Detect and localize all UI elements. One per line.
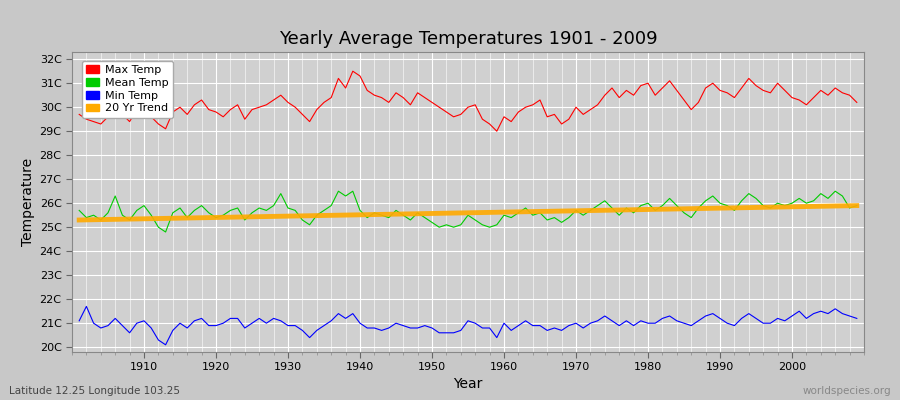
Legend: Max Temp, Mean Temp, Min Temp, 20 Yr Trend: Max Temp, Mean Temp, Min Temp, 20 Yr Tre… bbox=[82, 60, 173, 118]
Y-axis label: Temperature: Temperature bbox=[22, 158, 35, 246]
X-axis label: Year: Year bbox=[454, 376, 482, 390]
Title: Yearly Average Temperatures 1901 - 2009: Yearly Average Temperatures 1901 - 2009 bbox=[279, 30, 657, 48]
Text: Latitude 12.25 Longitude 103.25: Latitude 12.25 Longitude 103.25 bbox=[9, 386, 180, 396]
Text: worldspecies.org: worldspecies.org bbox=[803, 386, 891, 396]
